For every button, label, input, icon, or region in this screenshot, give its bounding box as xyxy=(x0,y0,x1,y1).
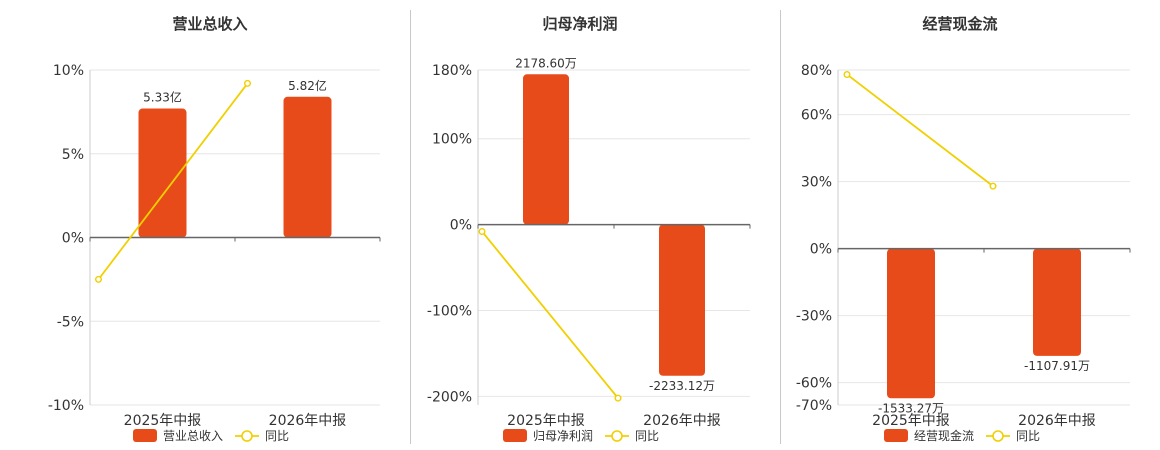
chart2-legend-bar-swatch xyxy=(503,429,527,442)
chart1-title: 营业总收入 xyxy=(172,15,247,33)
chart1-legend-line-marker xyxy=(241,430,253,442)
chart3-ytick-label: 0% xyxy=(810,242,832,258)
chart1-legend-bar-swatch xyxy=(133,429,157,442)
chart2-bar-data-label: 2178.60万 xyxy=(515,56,577,70)
chart2-legend-line-marker xyxy=(611,430,623,442)
chart3-title: 经营现金流 xyxy=(922,15,997,33)
chart2-ytick-label: -100% xyxy=(427,304,472,320)
chart1-yoy-point xyxy=(94,275,102,283)
chart3-ytick-label: 60% xyxy=(801,108,832,124)
chart3-legend-line-label: 同比 xyxy=(1016,429,1040,443)
chart1-legend-line-label: 同比 xyxy=(265,429,289,443)
chart3-ytick-label: 30% xyxy=(801,175,832,191)
chart3-category-label: 2026年中报 xyxy=(1018,413,1096,429)
chart2-yoy-point xyxy=(478,227,486,235)
chart3-ytick-label: -70% xyxy=(796,398,832,414)
chart3-ytick-label: -30% xyxy=(796,309,832,325)
chart2-ytick-label: 180% xyxy=(432,63,472,79)
chart1-category-label: 2026年中报 xyxy=(269,413,347,429)
chart1-ytick-label: -10% xyxy=(48,398,84,414)
chart3-ytick-label: 80% xyxy=(801,63,832,79)
chart3-bar xyxy=(1033,248,1081,356)
chart1-bar-data-label: 5.33亿 xyxy=(143,90,182,105)
chart2-category-label: 2026年中报 xyxy=(643,413,721,429)
chart2-ytick-label: 100% xyxy=(432,132,472,148)
chart1-category-label: 2025年中报 xyxy=(124,413,202,429)
chart2-title: 归母净利润 xyxy=(542,15,617,33)
chart3-bar-data-label: -1533.27万 xyxy=(878,401,944,415)
chart3-bar-data-label: -1107.91万 xyxy=(1024,359,1090,373)
chart3-yoy-point xyxy=(843,70,851,78)
chart3-legend-line-marker xyxy=(992,430,1004,442)
chart2-yoy-line xyxy=(481,230,619,399)
chart3-bar xyxy=(887,248,935,399)
chart2-legend-line-label: 同比 xyxy=(635,429,659,443)
chart2-bar xyxy=(523,74,569,225)
chart3-yoy-line xyxy=(846,73,994,187)
chart3-legend-bar-swatch xyxy=(884,429,908,442)
chart2-bar-data-label: -2233.12万 xyxy=(649,379,715,393)
chart2-legend-bar-label: 归母净利润 xyxy=(533,429,593,443)
chart1-yoy-line xyxy=(97,82,249,280)
chart3-ytick-label: -60% xyxy=(796,376,832,392)
chart1-ytick-label: -5% xyxy=(57,314,84,330)
chart3-yoy-point xyxy=(989,182,997,190)
chart1-yoy-point xyxy=(243,79,251,87)
panel-divider-2 xyxy=(780,10,781,444)
chart3-category-label: 2025年中报 xyxy=(872,413,950,429)
panel-divider-1 xyxy=(410,10,411,444)
chart1-ytick-label: 10% xyxy=(53,63,84,79)
chart1-bar xyxy=(138,108,187,238)
chart1-ytick-label: 0% xyxy=(62,231,84,247)
chart2-ytick-label: -200% xyxy=(427,389,472,405)
chart1-bar xyxy=(283,96,332,238)
chart3-legend-bar-label: 经营现金流 xyxy=(914,428,974,443)
chart1-legend-bar-label: 营业总收入 xyxy=(163,429,223,443)
chart2-ytick-label: 0% xyxy=(450,218,472,234)
chart2-yoy-point xyxy=(614,394,622,402)
chart2-category-label: 2025年中报 xyxy=(507,413,585,429)
chart1-bar-data-label: 5.82亿 xyxy=(288,78,327,93)
chart1-ytick-label: 5% xyxy=(62,147,84,163)
chart2-bar xyxy=(659,224,705,376)
